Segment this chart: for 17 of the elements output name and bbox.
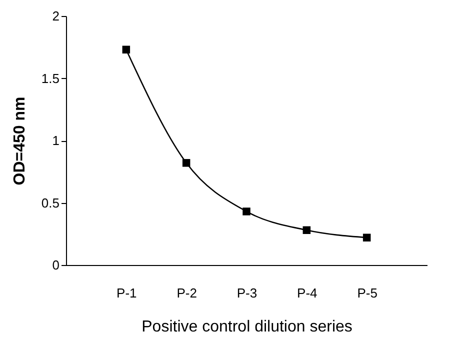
y-tick-label: 1.5	[41, 70, 60, 86]
point	[302, 226, 311, 234]
point	[182, 159, 190, 167]
x-tick-label: P-1	[116, 286, 137, 300]
point	[122, 46, 130, 54]
x-tick-label: P-3	[236, 286, 258, 300]
x-tick-label: P-5	[357, 286, 378, 300]
y-tick-label: 1	[52, 133, 60, 148]
x-tick-label: P-4	[297, 286, 318, 300]
point	[362, 234, 371, 242]
y-tick-label: 0.5	[41, 195, 60, 210]
point	[242, 208, 250, 216]
y-tick-label: 0	[52, 258, 60, 272]
x-tick-label: P-2	[176, 286, 197, 300]
y-axis-title: OD=450 nm	[11, 96, 28, 186]
x-axis-title: Positive control dilution series	[142, 318, 352, 336]
y-tick-label: 2	[52, 8, 60, 24]
